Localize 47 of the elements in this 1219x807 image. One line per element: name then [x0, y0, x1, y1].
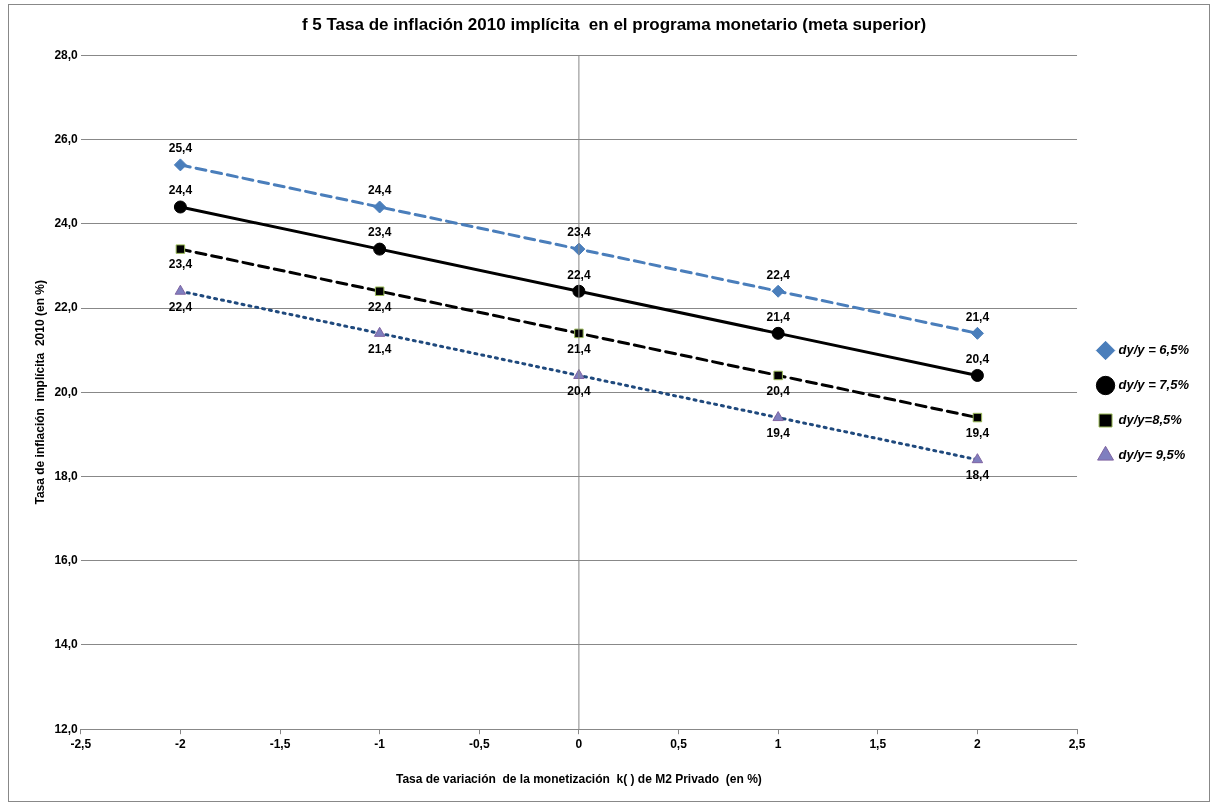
data-label: 19,4	[965, 425, 990, 440]
data-label: 23,4	[168, 257, 193, 272]
legend-label: dy/y = 6,5%	[1118, 342, 1190, 358]
data-label: 20,4	[567, 383, 591, 398]
data-label: 21,4	[367, 341, 392, 356]
data-label: 22,4	[168, 299, 193, 314]
y-tick-label: 24,0	[54, 216, 79, 231]
data-label: 24,4	[168, 183, 193, 198]
x-tick-label: 2,5	[1068, 736, 1086, 751]
data-label: 23,4	[367, 225, 392, 240]
data-label: 21,4	[766, 309, 791, 324]
y-tick-label: 14,0	[54, 637, 79, 652]
y-tick-label: 20,0	[54, 384, 79, 399]
chart-title: f 5 Tasa de inflación 2010 implícita en el programa monetario (meta superior)	[301, 14, 927, 34]
y-tick-label: 26,0	[54, 131, 79, 146]
y-tick-label: 22,0	[54, 300, 79, 315]
x-tick-label: -2,5	[70, 736, 92, 751]
data-label: 25,4	[168, 141, 193, 156]
legend-label: dy/y= 9,5%	[1118, 447, 1186, 463]
data-label: 22,4	[766, 267, 791, 282]
x-tick-label: -0,5	[468, 736, 490, 751]
x-tick-label: 2	[974, 736, 982, 751]
data-label: 18,4	[965, 467, 990, 482]
data-label: 23,4	[567, 225, 591, 240]
x-tick-label: -1,5	[269, 736, 291, 751]
data-label: 21,4	[965, 309, 990, 324]
x-tick-label: 0,5	[670, 736, 688, 751]
y-axis-title: Tasa de inflación implícita 2010 (en %)	[32, 280, 47, 505]
x-tick-label: 0	[575, 736, 583, 751]
data-label: 21,4	[567, 341, 591, 356]
data-label: 24,4	[367, 183, 392, 198]
data-label: 22,4	[567, 267, 591, 282]
x-tick-label: 1,5	[869, 736, 887, 751]
legend-label: dy/y = 7,5%	[1118, 377, 1190, 393]
y-tick-label: 18,0	[54, 468, 79, 483]
x-tick-label: -1	[374, 736, 386, 751]
data-label: 22,4	[367, 299, 392, 314]
data-label: 20,4	[965, 351, 990, 366]
x-axis-title: Tasa de variación de la monetización k( ) de M2 Privado (en %)	[395, 772, 762, 787]
y-tick-label: 28,0	[54, 47, 79, 62]
x-tick-label: -2	[175, 736, 187, 751]
legend-label: dy/y=8,5%	[1118, 412, 1183, 428]
y-tick-label: 16,0	[54, 553, 79, 568]
data-label: 20,4	[766, 383, 791, 398]
y-tick-label: 12,0	[54, 721, 79, 736]
x-tick-label: 1	[774, 736, 782, 751]
data-label: 19,4	[766, 425, 791, 440]
